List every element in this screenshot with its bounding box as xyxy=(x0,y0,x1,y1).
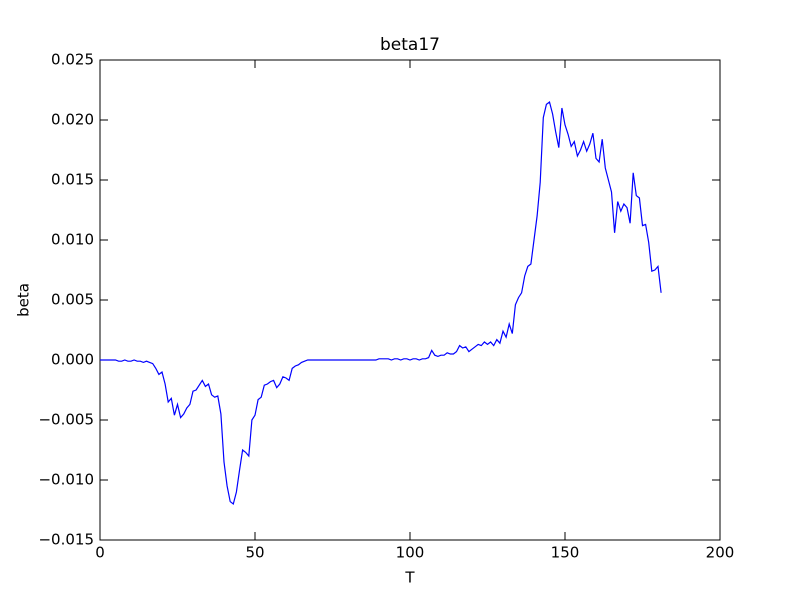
x-tick-label: 150 xyxy=(551,544,580,562)
x-tick-label: 200 xyxy=(706,544,735,562)
y-tick-label: 0.000 xyxy=(51,351,94,369)
y-tick-label: −0.010 xyxy=(38,471,94,489)
plot-frame xyxy=(99,59,721,541)
x-axis-label: T xyxy=(404,569,415,587)
y-tick-label: 0.010 xyxy=(51,231,94,249)
x-tick-label: 0 xyxy=(95,544,105,562)
chart-title: beta17 xyxy=(380,35,440,55)
y-tick-label: −0.015 xyxy=(38,531,94,549)
x-tick-label: 100 xyxy=(396,544,425,562)
y-tick-label: −0.005 xyxy=(38,411,94,429)
y-tick-label: 0.005 xyxy=(51,291,94,309)
y-tick-label: 0.015 xyxy=(51,171,94,189)
y-tick-label: 0.025 xyxy=(51,51,94,69)
y-axis-label: beta xyxy=(15,283,33,317)
x-tick-label: 50 xyxy=(245,544,264,562)
data-line xyxy=(100,100,662,506)
y-tick-label: 0.020 xyxy=(51,111,94,129)
